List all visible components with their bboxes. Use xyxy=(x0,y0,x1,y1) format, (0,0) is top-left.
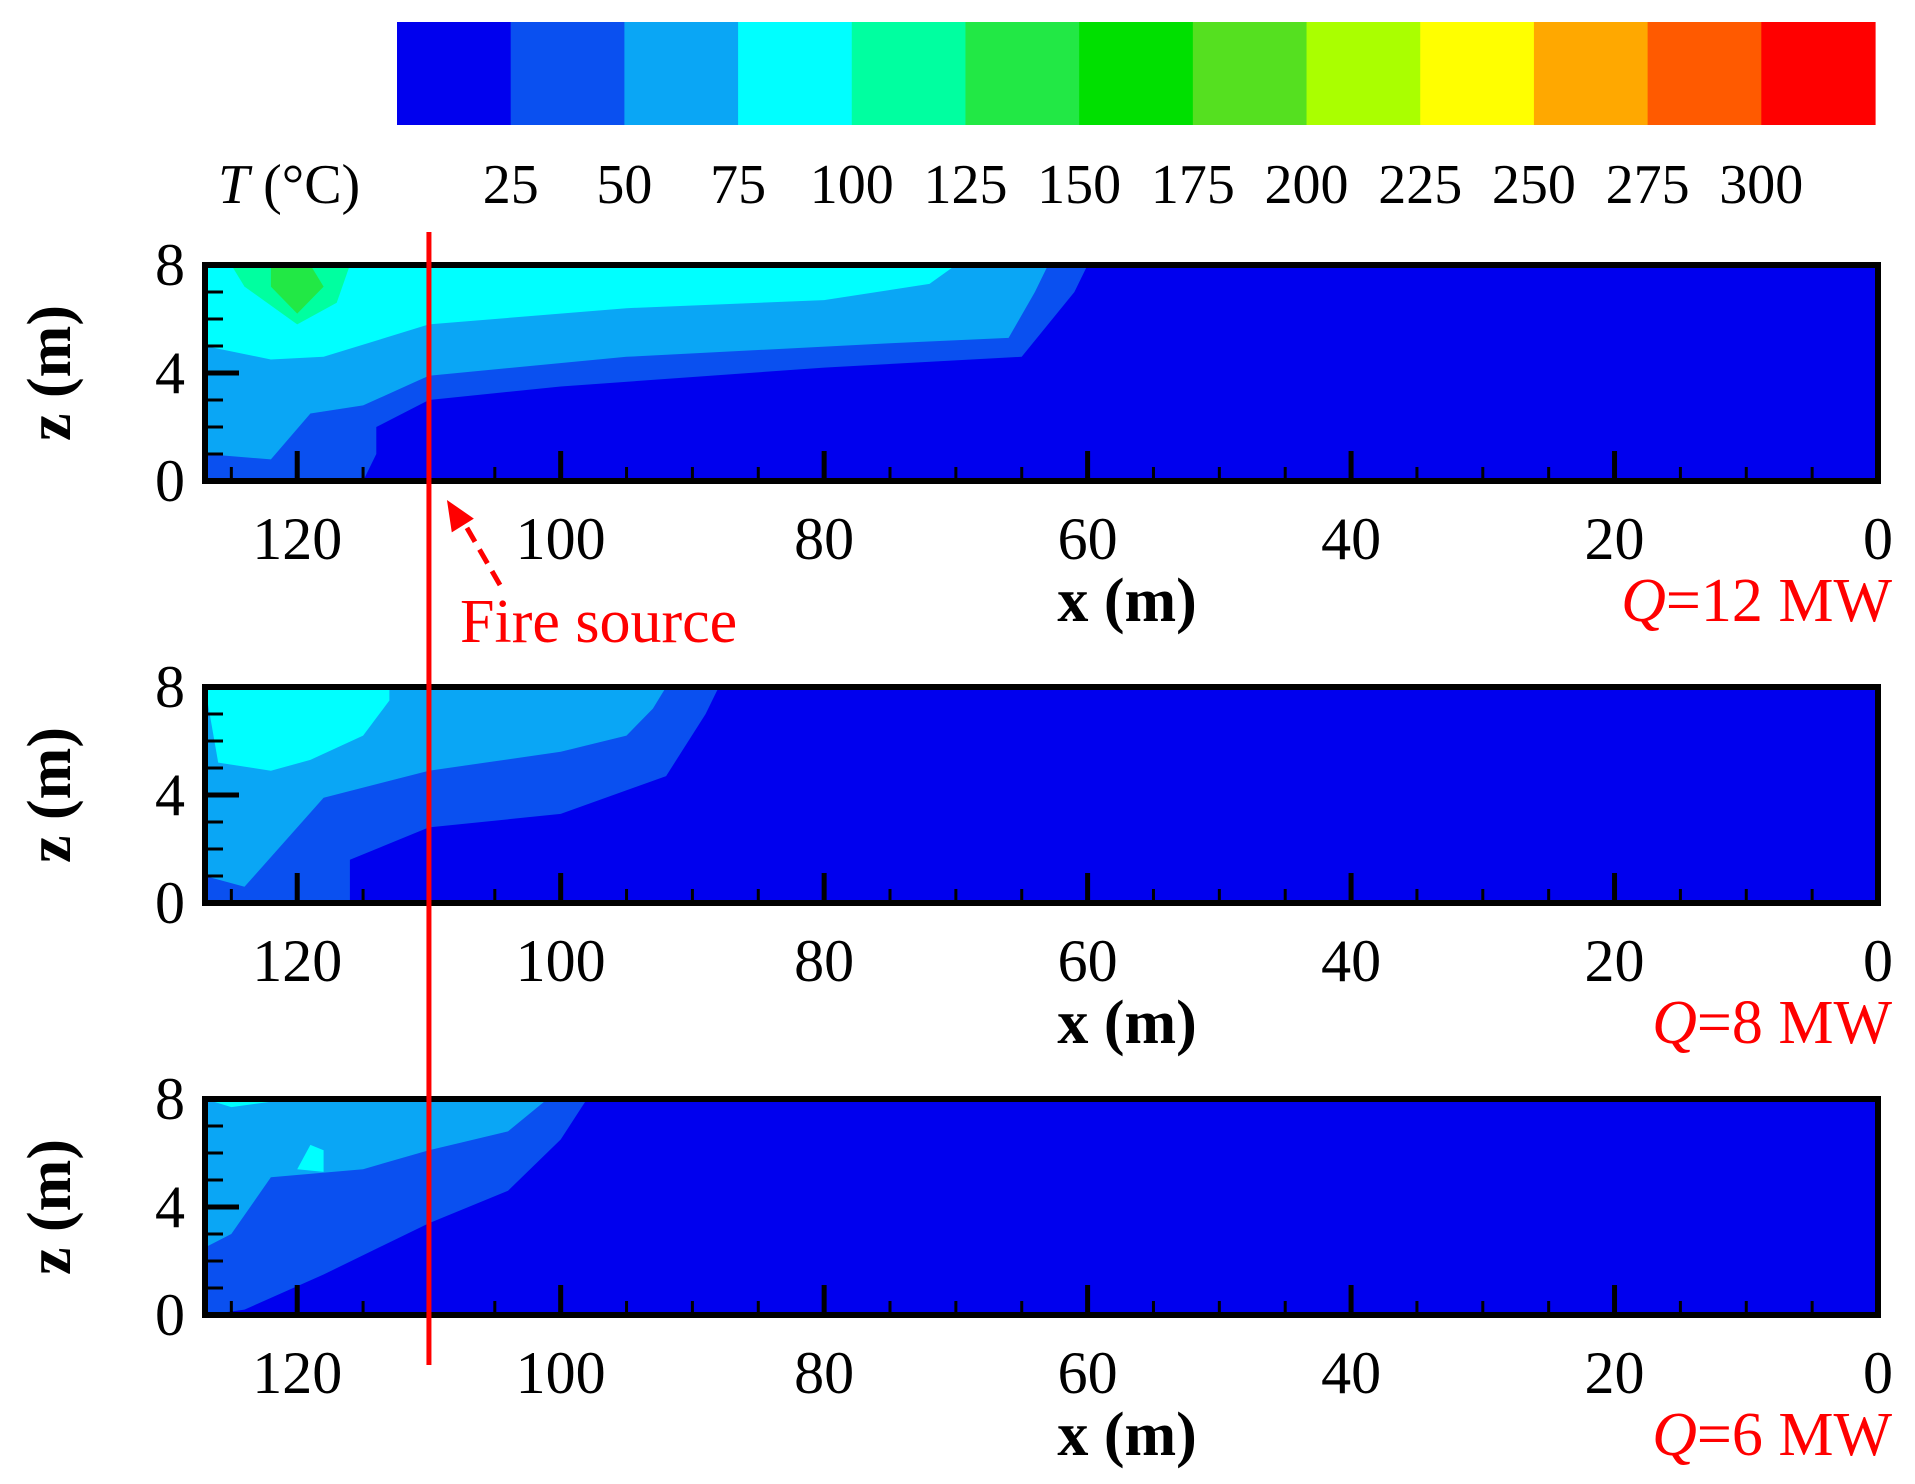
x-tick-label: 0 xyxy=(1863,1340,1893,1406)
colorbar-label-unit: (°C) xyxy=(249,154,360,216)
colorbar-bin xyxy=(510,22,625,125)
heat-release-value: =8 MW xyxy=(1697,989,1893,1057)
y-tick-label: 0 xyxy=(155,448,185,514)
colorbar-tick-label: 300 xyxy=(1719,154,1803,216)
colorbar-bin xyxy=(397,22,512,125)
x-tick-label: 80 xyxy=(794,928,854,994)
contour-region xyxy=(297,1144,324,1172)
x-axis-label: x (m) xyxy=(1057,989,1196,1057)
y-tick-label: 4 xyxy=(155,340,185,406)
x-tick-label: 40 xyxy=(1321,1340,1381,1406)
fire-source-arrowhead xyxy=(446,500,474,533)
y-tick-label: 8 xyxy=(155,232,185,298)
colorbar-bin xyxy=(624,22,739,125)
x-tick-label: 100 xyxy=(516,928,606,994)
fire-source-label: Fire source xyxy=(460,588,737,656)
colorbar-bin xyxy=(1079,22,1194,125)
x-axis-label: x (m) xyxy=(1057,1401,1196,1469)
x-tick-label: 100 xyxy=(516,506,606,572)
x-axis-label: x (m) xyxy=(1057,567,1196,635)
x-tick-label: 20 xyxy=(1585,506,1645,572)
contour-region xyxy=(205,265,956,360)
heat-release-value: =6 MW xyxy=(1697,1401,1893,1469)
colorbar-bin xyxy=(965,22,1080,125)
colorbar-tick-label: 125 xyxy=(923,154,1007,216)
y-tick-label: 0 xyxy=(155,1282,185,1348)
contour-region xyxy=(205,1099,548,1248)
colorbar-bin xyxy=(738,22,853,125)
colorbar-tick-label: 200 xyxy=(1265,154,1349,216)
x-tick-label: 120 xyxy=(252,1340,342,1406)
colorbar-label: T (°C) xyxy=(218,154,360,216)
x-tick-label: 80 xyxy=(794,1340,854,1406)
y-axis-label: z (m) xyxy=(16,305,84,441)
x-tick-label: 40 xyxy=(1321,506,1381,572)
x-tick-label: 60 xyxy=(1058,928,1118,994)
colorbar-bin xyxy=(1533,22,1649,125)
colorbar-bin xyxy=(851,22,967,125)
heat-release-label: Q=8 MW xyxy=(1652,989,1892,1057)
heat-release-symbol: Q xyxy=(1652,989,1697,1057)
x-tick-label: 0 xyxy=(1863,506,1893,572)
contour-region xyxy=(270,265,324,314)
colorbar-tick-label: 175 xyxy=(1151,154,1235,216)
y-tick-label: 8 xyxy=(155,654,185,720)
colorbar-tick-label: 100 xyxy=(810,154,894,216)
x-tick-label: 80 xyxy=(794,506,854,572)
colorbar-bin xyxy=(1306,22,1421,125)
colorbar-tick-label: 225 xyxy=(1378,154,1462,216)
contour-layer xyxy=(205,687,719,903)
contour-region xyxy=(205,687,390,771)
heat-release-value: =12 MW xyxy=(1666,567,1893,635)
heat-release-label: Q=12 MW xyxy=(1621,567,1892,635)
y-tick-label: 4 xyxy=(155,1174,185,1240)
colorbar-tick-label: 250 xyxy=(1492,154,1576,216)
heat-release-symbol: Q xyxy=(1621,567,1666,635)
colorbar-tick-label: 275 xyxy=(1606,154,1690,216)
fire-source-marker: Fire source xyxy=(426,232,737,1365)
colorbar-tick-label: 75 xyxy=(710,154,766,216)
colorbar-bin xyxy=(1420,22,1535,125)
colorbar: T (°C) 25 50 75 100 125 150 175 200 225 250 275 300 xyxy=(218,22,1876,216)
y-tick-label: 8 xyxy=(155,1066,185,1132)
colorbar-tick-label: 25 xyxy=(483,154,539,216)
plot-frame xyxy=(202,1096,1881,1318)
colorbar-bin xyxy=(1192,22,1308,125)
y-tick-label: 0 xyxy=(155,870,185,936)
contour-layer xyxy=(205,265,1088,481)
x-tick-label: 120 xyxy=(252,928,342,994)
fire-source-arrow xyxy=(456,512,503,587)
y-axis-label: z (m) xyxy=(16,1139,84,1275)
x-tick-label: 120 xyxy=(252,506,342,572)
x-tick-label: 60 xyxy=(1058,1340,1118,1406)
y-axis-label: z (m) xyxy=(16,727,84,863)
colorbar-bin xyxy=(1761,22,1876,125)
x-tick-label: 0 xyxy=(1863,928,1893,994)
colorbar-label-symbol: T xyxy=(218,154,253,216)
x-tick-label: 100 xyxy=(516,1340,606,1406)
y-tick-label: 4 xyxy=(155,762,185,828)
colorbar-tick-label: 150 xyxy=(1037,154,1121,216)
plot-frame xyxy=(202,262,1881,484)
x-tick-label: 60 xyxy=(1058,506,1118,572)
heat-release-symbol: Q xyxy=(1652,1401,1697,1469)
colorbar-tick-label: 50 xyxy=(596,154,652,216)
x-tick-label: 20 xyxy=(1585,1340,1645,1406)
plot-frame xyxy=(202,684,1881,906)
x-tick-label: 40 xyxy=(1321,928,1381,994)
x-tick-label: 20 xyxy=(1585,928,1645,994)
heat-release-label: Q=6 MW xyxy=(1652,1401,1892,1469)
colorbar-bin xyxy=(1647,22,1762,125)
